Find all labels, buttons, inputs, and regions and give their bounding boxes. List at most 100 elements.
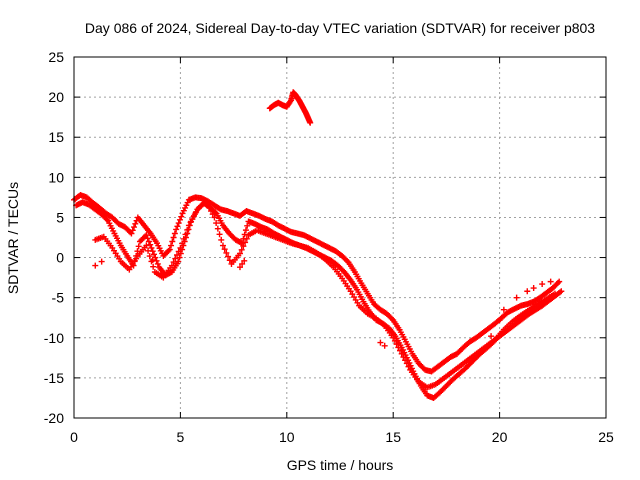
data-point bbox=[530, 285, 537, 292]
data-point bbox=[183, 202, 190, 209]
data-point bbox=[244, 222, 251, 229]
data-point bbox=[243, 235, 250, 242]
data-point bbox=[204, 201, 211, 208]
data-point bbox=[177, 244, 184, 251]
data-point bbox=[192, 209, 199, 216]
data-point bbox=[189, 216, 196, 223]
data-point bbox=[176, 216, 183, 223]
data-point bbox=[131, 224, 138, 231]
data-point bbox=[172, 255, 179, 262]
x-axis-label: GPS time / hours bbox=[287, 457, 394, 473]
data-point bbox=[236, 264, 243, 271]
x-tick-label: 15 bbox=[385, 429, 401, 445]
data-point bbox=[209, 211, 216, 218]
data-point bbox=[391, 337, 398, 344]
data-point bbox=[238, 246, 245, 253]
data-point bbox=[185, 222, 192, 229]
data-point bbox=[150, 263, 157, 270]
y-axis-label: SDTVAR / TECUs bbox=[5, 182, 21, 294]
data-point bbox=[221, 246, 228, 253]
data-point bbox=[241, 257, 248, 264]
data-point bbox=[178, 213, 185, 220]
data-point bbox=[242, 227, 249, 234]
data-point bbox=[208, 208, 215, 215]
x-tick-label: 0 bbox=[70, 429, 78, 445]
data-point bbox=[554, 279, 561, 286]
data-point bbox=[154, 260, 161, 267]
data-point bbox=[169, 238, 176, 245]
data-point bbox=[180, 235, 187, 242]
y-tick-label: -20 bbox=[44, 410, 64, 426]
data-point bbox=[398, 350, 405, 357]
data-point bbox=[170, 259, 177, 266]
chart-title: Day 086 of 2024, Sidereal Day-to-day VTE… bbox=[85, 20, 595, 36]
data-point bbox=[175, 248, 182, 255]
data-point bbox=[92, 262, 99, 269]
data-point bbox=[393, 341, 400, 348]
data-point bbox=[307, 119, 314, 126]
data-point bbox=[173, 226, 180, 233]
data-point bbox=[211, 214, 218, 221]
data-point bbox=[187, 219, 194, 226]
tick-labels: 0 5 10 15 20 25 25 20 15 10 5 0 -5 -10 -15 -20 bbox=[44, 49, 614, 445]
data-point bbox=[225, 253, 232, 260]
data-points bbox=[71, 89, 565, 401]
y-tick-label: 0 bbox=[56, 250, 64, 266]
data-point bbox=[151, 251, 158, 258]
data-point bbox=[223, 249, 230, 256]
data-point bbox=[496, 317, 503, 324]
data-point bbox=[240, 243, 247, 250]
data-point bbox=[397, 347, 404, 354]
y-tick-label: 10 bbox=[48, 169, 64, 185]
data-point bbox=[168, 262, 175, 269]
data-point bbox=[166, 246, 173, 253]
data-point bbox=[344, 258, 351, 265]
data-point bbox=[143, 232, 150, 239]
data-point bbox=[213, 220, 220, 227]
data-point bbox=[287, 98, 294, 105]
data-point bbox=[182, 231, 189, 238]
data-point bbox=[170, 234, 177, 241]
data-point bbox=[160, 270, 167, 277]
data-point bbox=[132, 220, 139, 227]
data-point bbox=[103, 216, 110, 223]
data-point bbox=[405, 363, 412, 370]
data-point bbox=[182, 204, 189, 211]
y-tick-label: 25 bbox=[48, 49, 64, 65]
data-point bbox=[153, 257, 160, 264]
y-tick-label: 15 bbox=[48, 129, 64, 145]
data-point bbox=[513, 294, 520, 301]
data-point bbox=[173, 251, 180, 258]
data-point bbox=[184, 199, 191, 206]
data-point bbox=[191, 212, 198, 219]
data-point bbox=[135, 243, 142, 250]
y-tick-label: -10 bbox=[44, 330, 64, 346]
data-point bbox=[149, 256, 156, 263]
plot-frame bbox=[73, 56, 607, 419]
grid-lines bbox=[74, 57, 606, 418]
data-point bbox=[402, 357, 409, 364]
data-point bbox=[242, 239, 249, 246]
data-point bbox=[145, 247, 152, 254]
data-point bbox=[524, 288, 531, 295]
data-point bbox=[500, 306, 507, 313]
data-point bbox=[388, 315, 395, 322]
axis-ticks bbox=[73, 56, 607, 419]
data-point bbox=[219, 242, 226, 249]
data-point bbox=[171, 230, 178, 237]
data-point bbox=[146, 253, 153, 260]
x-tick-label: 25 bbox=[598, 429, 614, 445]
data-point bbox=[539, 281, 546, 288]
data-point bbox=[214, 225, 221, 232]
data-point bbox=[239, 260, 246, 267]
data-point bbox=[147, 241, 154, 248]
data-point bbox=[488, 333, 495, 340]
y-tick-label: 20 bbox=[48, 89, 64, 105]
data-point bbox=[145, 238, 152, 245]
data-point bbox=[180, 207, 187, 214]
data-point bbox=[226, 257, 233, 264]
data-point bbox=[202, 198, 209, 205]
data-point bbox=[236, 250, 243, 257]
data-point bbox=[216, 231, 223, 238]
data-point bbox=[144, 235, 151, 242]
